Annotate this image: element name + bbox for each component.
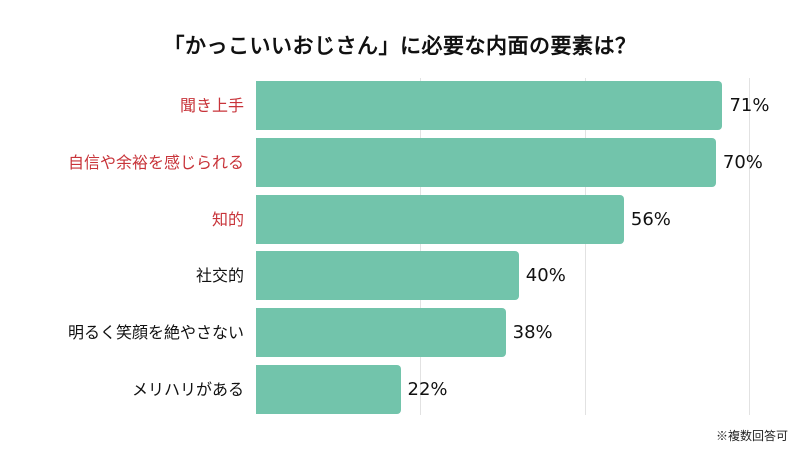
bar-row: 明るく笑顔を絶やさない 38%	[0, 308, 800, 357]
bar	[256, 308, 506, 357]
bar	[256, 138, 716, 187]
value-label: 70%	[722, 152, 763, 173]
gridline	[749, 78, 750, 415]
bar-row: 聞き上手 71%	[0, 81, 800, 130]
chart-title: 「かっこいいおじさん」に必要な内面の要素は？	[163, 33, 637, 58]
category-label: 知的	[211, 210, 244, 229]
value-label: 71%	[729, 95, 770, 116]
category-label: 自信や余裕を感じられる	[67, 153, 244, 172]
value-label: 22%	[407, 379, 448, 400]
category-label: 明るく笑顔を絶やさない	[67, 323, 244, 342]
value-label: 38%	[512, 322, 553, 343]
bar	[256, 365, 401, 414]
bar-row: メリハリがある 22%	[0, 365, 800, 414]
category-label: 社交的	[195, 266, 244, 285]
category-label: メリハリがある	[131, 380, 244, 399]
category-label: 聞き上手	[179, 96, 244, 115]
gridline	[585, 78, 586, 415]
bar	[256, 195, 624, 244]
bar-row: 自信や余裕を感じられる 70%	[0, 138, 800, 187]
value-label: 56%	[630, 209, 671, 230]
bar	[256, 81, 723, 130]
footnote: ※複数回答可	[715, 429, 788, 443]
gridline	[420, 78, 421, 415]
bar-row: 社交的 40%	[0, 251, 800, 300]
bar-row: 知的 56%	[0, 195, 800, 244]
value-label: 40%	[525, 265, 566, 286]
bar	[256, 251, 519, 300]
